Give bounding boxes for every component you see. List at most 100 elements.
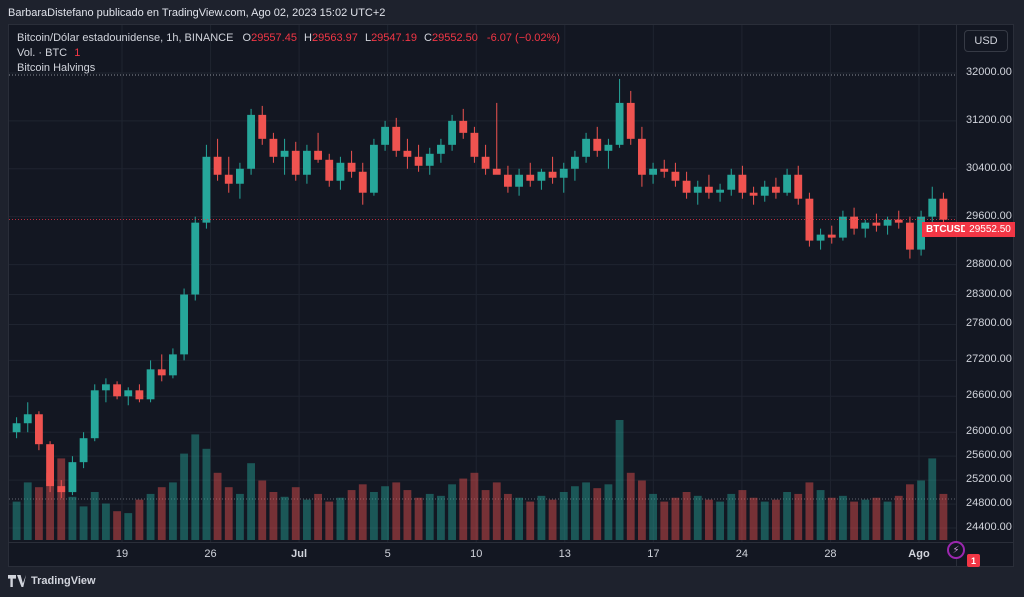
candle-body [638, 138, 646, 175]
volume-bar [816, 490, 825, 540]
volume-bar [906, 484, 914, 540]
volume-bar [23, 482, 32, 540]
candle-body [90, 390, 99, 439]
candle-body [314, 150, 322, 160]
volume-bar [325, 501, 334, 540]
publish-line: BarbaraDistefano publicado en TradingVie… [8, 7, 386, 19]
volume-bar [46, 472, 54, 540]
candle-body [738, 174, 747, 193]
candle-body [448, 120, 456, 145]
time-tick-label: 26 [204, 548, 217, 560]
candle-body [894, 219, 903, 223]
volume-label[interactable]: Vol. · BTC [17, 47, 68, 59]
volume-bar [12, 501, 21, 540]
candle-body [504, 174, 512, 187]
candle-body [682, 180, 691, 193]
volume-bar [872, 497, 881, 540]
volume-bar [805, 482, 814, 540]
candle-body [113, 384, 121, 397]
candle-body [559, 168, 568, 178]
candle-body [481, 156, 490, 169]
volume-bar [169, 482, 177, 540]
indicator-label[interactable]: Bitcoin Halvings [17, 62, 96, 74]
candle-body [582, 138, 590, 157]
volume-bar [381, 486, 389, 540]
open-value: 29557.45 [251, 32, 297, 44]
chart-pane[interactable] [9, 25, 956, 542]
currency-button[interactable]: USD [964, 30, 1008, 52]
time-tick-label: Jul [291, 548, 308, 560]
volume-bar [883, 501, 892, 540]
time-axis[interactable] [9, 542, 956, 567]
close-label: C [424, 32, 432, 44]
volume-bar [414, 497, 423, 540]
candle-body [839, 216, 847, 238]
time-tick-label: 24 [735, 548, 748, 560]
volume-bar [939, 493, 948, 540]
chart-frame: Bitcoin/Dólar estadounidense, 1h, BINANC… [8, 24, 1015, 567]
volume-bar [861, 499, 870, 540]
volume-bar [727, 493, 736, 540]
candle-body [716, 189, 724, 193]
volume-bar [492, 482, 501, 540]
candle-body [939, 198, 948, 220]
volume-bar [850, 501, 858, 540]
price-tick-label: 32000.00 [966, 65, 1012, 78]
volume-bar [180, 453, 188, 540]
candle-body [358, 171, 367, 193]
price-axis[interactable] [956, 25, 1014, 542]
candle-body [35, 414, 43, 445]
volume-bar [626, 472, 635, 540]
candle-body [146, 369, 155, 400]
time-tick-label: Ago [908, 548, 930, 560]
price-chart[interactable] [9, 25, 956, 542]
symbol-description[interactable]: Bitcoin/Dólar estadounidense, 1h, BINANC… [17, 32, 234, 44]
volume-bar [593, 488, 602, 540]
price-tick-label: 24800.00 [966, 497, 1012, 510]
candle-body [794, 174, 803, 199]
volume-bar [928, 458, 937, 540]
candle-body [236, 168, 244, 184]
event-count-badge[interactable]: 1 [967, 554, 980, 567]
footer-brand[interactable]: TradingView [8, 575, 96, 587]
candle-body [79, 438, 88, 463]
volume-bar [135, 499, 144, 540]
legend-indicator-row: Bitcoin Halvings [17, 61, 560, 76]
candle-body [325, 159, 334, 181]
footer-brand-label: TradingView [31, 575, 96, 587]
price-tick-label: 25200.00 [966, 473, 1012, 486]
candle-body [615, 102, 624, 145]
volume-bar [213, 472, 222, 540]
price-tick-label: 28800.00 [966, 257, 1012, 270]
volume-bar [548, 499, 557, 540]
candle-body [593, 138, 602, 151]
close-value: 29552.50 [431, 32, 478, 44]
candle-body [46, 444, 54, 487]
volume-bar [671, 497, 680, 540]
price-tick-label: 24400.00 [966, 521, 1012, 534]
time-tick-label: 13 [558, 548, 571, 560]
volume-bar [258, 480, 267, 540]
candle-body [671, 171, 680, 181]
candle-body [872, 222, 881, 226]
candle-body [470, 132, 479, 157]
last-price-symbol-badge: BTCUSD [922, 222, 972, 237]
price-tick-label: 29600.00 [966, 209, 1012, 222]
volume-bar [113, 511, 121, 540]
volume-bar [102, 503, 110, 540]
candle-body [604, 144, 613, 151]
candle-body [180, 294, 188, 355]
volume-bar [571, 486, 579, 540]
volume-bar [705, 499, 713, 540]
candle-body [414, 156, 423, 166]
candle-body [526, 174, 535, 181]
candle-body [917, 216, 925, 250]
lightning-icon[interactable]: ⚡ [947, 541, 965, 559]
volume-value: 1 [74, 47, 81, 59]
volume-bar [57, 458, 66, 540]
volume-bar [280, 496, 289, 540]
volume-bar [336, 497, 345, 540]
candle-body [772, 186, 780, 193]
legend-symbol-row: Bitcoin/Dólar estadounidense, 1h, BINANC… [17, 31, 560, 46]
volume-bar [660, 501, 669, 540]
